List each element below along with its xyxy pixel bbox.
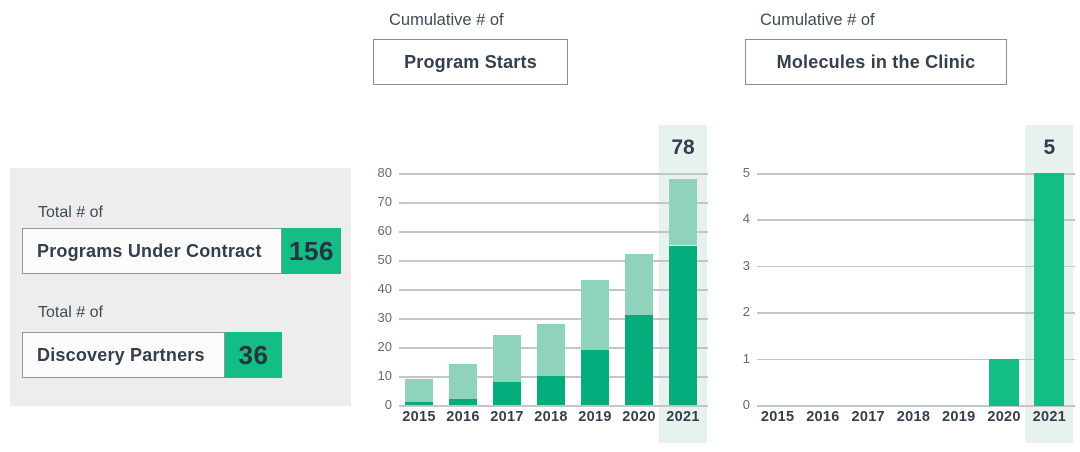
bar-2021-lower-segment xyxy=(669,245,697,405)
y-tick-label-80: 80 xyxy=(377,165,392,180)
gridline-2 xyxy=(757,312,1075,314)
gridline-4 xyxy=(757,219,1075,221)
gridline-0 xyxy=(399,405,708,407)
x-label-2016: 2016 xyxy=(446,409,480,425)
gridline-70 xyxy=(399,202,708,204)
y-tick-label-5: 5 xyxy=(742,165,750,180)
x-label-2020: 2020 xyxy=(622,409,656,425)
bar-2015-upper-segment xyxy=(405,378,433,403)
y-tick-label-0: 0 xyxy=(384,397,392,412)
bar-2017-upper-segment xyxy=(493,335,521,382)
bar-2017-lower-segment xyxy=(493,381,521,405)
stat-row: Discovery Partners 36 xyxy=(22,332,282,378)
x-label-2017: 2017 xyxy=(490,409,524,425)
x-label-2016: 2016 xyxy=(806,409,840,425)
bar-2019-lower-segment xyxy=(581,349,609,405)
gridline-3 xyxy=(757,265,1075,268)
bar-2015-lower-segment xyxy=(405,402,433,405)
gridline-0 xyxy=(757,405,1075,407)
bar-annotation-2021: 5 xyxy=(1043,136,1056,159)
y-tick-label-3: 3 xyxy=(742,257,750,273)
stat-prefix: Total # of xyxy=(38,304,103,321)
bar-2016-lower-segment xyxy=(449,399,477,405)
y-tick-label-20: 20 xyxy=(377,339,392,354)
bar-2019-upper-segment xyxy=(581,280,609,350)
bar-2018-lower-segment xyxy=(537,376,565,405)
stat-value-badge: 36 xyxy=(225,332,282,378)
chart-title-prefix: Cumulative # of xyxy=(389,11,504,29)
stat-label: Discovery Partners xyxy=(37,344,205,365)
x-label-2019: 2019 xyxy=(578,409,612,425)
chart-title-box: Molecules in the Clinic xyxy=(745,39,1007,85)
stat-label-box: Discovery Partners xyxy=(22,332,225,378)
stat-label-box: Programs Under Contract xyxy=(22,228,282,274)
y-tick-label-0: 0 xyxy=(742,397,750,412)
chart-title-box: Program Starts xyxy=(373,39,568,85)
y-tick-label-40: 40 xyxy=(377,281,392,296)
y-tick-label-10: 10 xyxy=(377,368,392,383)
y-tick-label-60: 60 xyxy=(377,223,392,238)
bar-2018-upper-segment xyxy=(537,323,565,376)
y-tick-label-1: 1 xyxy=(742,350,750,366)
y-tick-label-70: 70 xyxy=(377,194,392,209)
x-label-2019: 2019 xyxy=(942,409,976,425)
x-label-2021: 2021 xyxy=(1032,409,1067,425)
y-tick-label-2: 2 xyxy=(742,304,750,320)
x-label-2015: 2015 xyxy=(760,409,795,425)
gridline-30 xyxy=(399,318,708,320)
gridline-1 xyxy=(757,358,1075,361)
bar-2020-lower-segment xyxy=(625,315,653,405)
x-label-2015: 2015 xyxy=(402,409,436,425)
gridline-40 xyxy=(399,289,708,291)
x-label-2018: 2018 xyxy=(534,409,568,425)
bar-2020 xyxy=(989,358,1020,406)
y-tick-label-4: 4 xyxy=(742,211,750,227)
gridline-60 xyxy=(399,231,708,233)
y-tick-label-50: 50 xyxy=(377,252,392,267)
x-label-2017: 2017 xyxy=(851,409,885,425)
bar-2021-upper-segment xyxy=(669,178,697,246)
gridline-5 xyxy=(757,173,1075,175)
stat-prefix: Total # of xyxy=(38,204,103,221)
x-label-2018: 2018 xyxy=(896,409,931,425)
bar-2016-upper-segment xyxy=(449,364,477,400)
bar-2021 xyxy=(1034,173,1065,406)
bar-2020-upper-segment xyxy=(625,254,653,316)
gridline-80 xyxy=(399,173,708,175)
gridline-50 xyxy=(399,260,708,262)
stat-value-badge: 156 xyxy=(282,228,341,274)
x-label-2020: 2020 xyxy=(987,409,1021,425)
stat-label: Programs Under Contract xyxy=(37,240,262,261)
bar-annotation-2021: 78 xyxy=(671,136,695,159)
y-tick-label-30: 30 xyxy=(377,310,392,325)
stats-panel: Total # of Programs Under Contract 156 T… xyxy=(10,168,351,406)
stat-row: Programs Under Contract 156 xyxy=(22,228,341,274)
chart-title-prefix: Cumulative # of xyxy=(760,11,875,29)
x-label-2021: 2021 xyxy=(666,409,700,425)
